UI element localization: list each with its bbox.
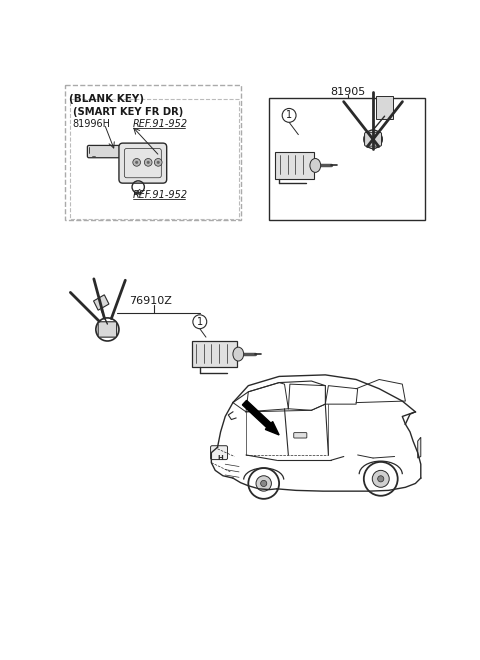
Circle shape [378, 476, 384, 482]
Text: (SMART KEY FR DR): (SMART KEY FR DR) [73, 107, 183, 117]
Ellipse shape [233, 347, 244, 361]
Circle shape [144, 158, 152, 166]
FancyBboxPatch shape [98, 322, 117, 337]
Text: REF.91-952: REF.91-952 [133, 119, 188, 129]
FancyBboxPatch shape [275, 152, 314, 179]
Text: 1: 1 [197, 317, 203, 327]
FancyBboxPatch shape [119, 143, 167, 183]
FancyArrow shape [242, 401, 279, 435]
Bar [65, 85, 240, 220]
Bar [70, 99, 239, 218]
Circle shape [261, 480, 267, 486]
Text: 1: 1 [286, 110, 292, 120]
Text: 81905: 81905 [330, 87, 365, 97]
Text: REF.91-952: REF.91-952 [133, 190, 188, 200]
Circle shape [372, 471, 389, 487]
FancyBboxPatch shape [87, 145, 120, 158]
Circle shape [156, 161, 160, 164]
Circle shape [282, 108, 296, 122]
Circle shape [135, 161, 138, 164]
Bar [269, 98, 425, 220]
Circle shape [155, 158, 162, 166]
Polygon shape [94, 295, 109, 310]
Polygon shape [418, 437, 421, 458]
FancyBboxPatch shape [376, 96, 393, 119]
FancyBboxPatch shape [192, 341, 237, 367]
Text: H: H [218, 455, 224, 461]
FancyBboxPatch shape [365, 132, 382, 147]
FancyBboxPatch shape [294, 433, 307, 438]
Text: (BLANK KEY): (BLANK KEY) [69, 94, 144, 104]
FancyBboxPatch shape [211, 446, 228, 459]
Text: 76910Z: 76910Z [129, 296, 172, 306]
Text: 81996H: 81996H [73, 119, 111, 129]
Circle shape [147, 161, 150, 164]
Circle shape [193, 315, 207, 329]
Circle shape [133, 158, 141, 166]
Ellipse shape [310, 158, 321, 172]
Circle shape [256, 476, 271, 491]
